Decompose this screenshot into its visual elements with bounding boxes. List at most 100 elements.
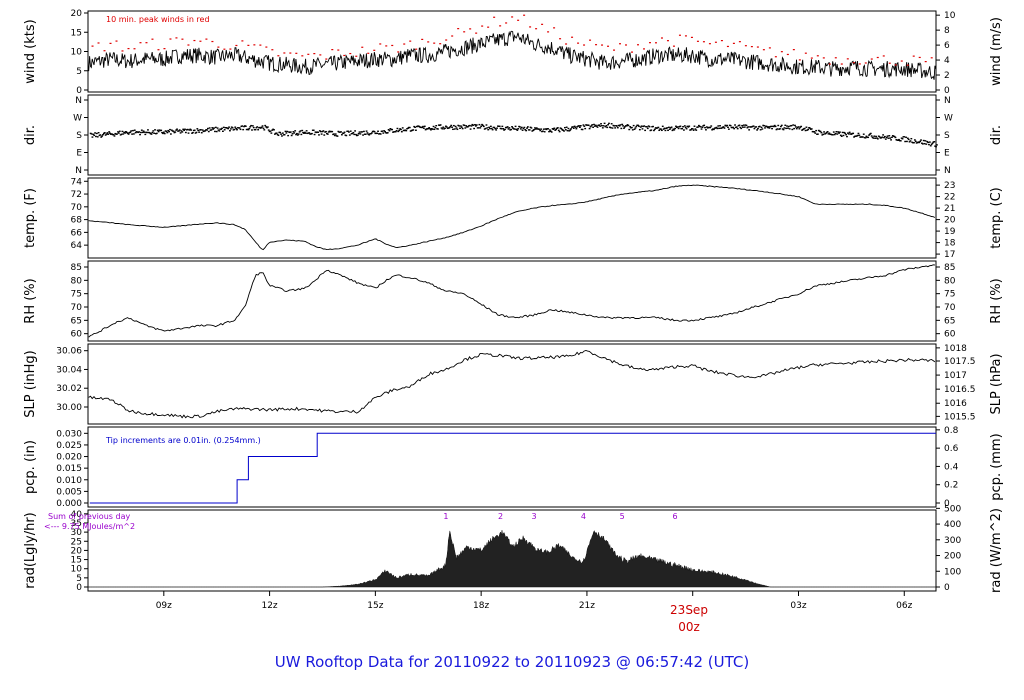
wind-peak-mark [505, 22, 508, 24]
dir-point [657, 126, 660, 129]
dir-point [560, 127, 563, 130]
wind-ylabel-left: wind (kts) [23, 19, 38, 83]
dir-point [418, 125, 421, 128]
dir-point [172, 130, 175, 132]
dir-point [358, 131, 361, 133]
dir-point [815, 129, 818, 132]
dir-point [336, 135, 339, 137]
dir-point [779, 128, 781, 130]
dir-point [325, 130, 327, 133]
wind-peak-mark [804, 52, 807, 54]
dir-point [771, 127, 773, 130]
dir-point [898, 138, 900, 141]
dir-point [345, 134, 348, 137]
dir-point [601, 127, 604, 129]
dir-point [501, 125, 504, 128]
wind-peak-mark [259, 44, 262, 46]
dir-point [474, 123, 476, 126]
wind-peak-mark [882, 55, 885, 57]
wind-peak-mark [613, 49, 616, 51]
pcp-left-tick-label: 0.005 [56, 487, 82, 497]
temp-right-tick-label: 23 [944, 181, 955, 191]
dir-point [564, 126, 566, 129]
dir-point [820, 132, 823, 134]
dir-point [361, 131, 364, 133]
dir-point [684, 126, 687, 129]
dir-point [354, 130, 357, 132]
dir-point [700, 128, 703, 130]
wind-peak-mark [391, 44, 394, 47]
wind-peak-mark [565, 43, 568, 45]
wind-peak-mark [367, 52, 370, 54]
dir-point [348, 134, 351, 136]
x-tick-label: 09z [156, 601, 172, 611]
dir-point [370, 133, 372, 135]
wind-left-tick-label: 20 [71, 9, 83, 19]
dir-point [846, 135, 848, 138]
wind-peak-mark [930, 57, 933, 59]
dir-point [389, 128, 392, 130]
dir-point [936, 144, 938, 146]
dir-point [779, 125, 782, 128]
dir-point [625, 125, 628, 127]
dir-point [459, 127, 461, 129]
dir-point [313, 133, 316, 136]
wind-peak-mark [523, 14, 526, 16]
dir-point [235, 127, 238, 130]
wind-peak-mark [355, 55, 358, 57]
dir-point [287, 134, 290, 137]
dir-point [150, 133, 153, 135]
dir-point [718, 127, 721, 130]
temp-right-tick-label: 22 [944, 193, 955, 203]
wind-peak-mark [517, 19, 520, 21]
dir-point [163, 132, 166, 135]
dir-point [667, 129, 669, 132]
wind-peak-mark [211, 40, 214, 43]
dir-point [95, 132, 98, 135]
wind-peak-mark [888, 62, 891, 64]
wind-peak-mark [469, 28, 472, 30]
dir-point [519, 128, 522, 130]
dir-point [923, 142, 926, 145]
dir-point [423, 125, 426, 128]
wind-peak-mark [343, 54, 346, 57]
dir-point [683, 125, 686, 127]
wind-peak-mark [738, 41, 741, 43]
dir-point [276, 133, 279, 136]
dir-point [690, 129, 692, 131]
dir-point [256, 126, 259, 128]
rh-left-tick-label: 85 [71, 263, 82, 273]
dir-point [822, 133, 825, 136]
dir-point [578, 125, 580, 127]
dir-point [168, 130, 171, 133]
dir-point [101, 135, 104, 137]
temp-ylabel-left: temp. (F) [23, 188, 38, 248]
dir-point [770, 125, 773, 128]
dir-point [284, 130, 287, 133]
wind-peak-mark [499, 25, 502, 27]
dir-point [791, 128, 794, 131]
dir-point [122, 133, 125, 135]
dir-point [594, 124, 597, 126]
wind-peak-mark [726, 45, 729, 48]
wind-peak-mark [283, 52, 286, 54]
temp-left-tick-label: 70 [71, 203, 83, 213]
dir-point [804, 129, 807, 132]
dir-point [412, 129, 415, 131]
dir-point [234, 126, 237, 128]
rad-right-tick-label: 200 [944, 552, 961, 562]
temp-left-tick-label: 68 [71, 216, 83, 226]
dir-point [461, 127, 464, 130]
temp-ylabel-right: temp. (C) [989, 187, 1004, 249]
dir-point [695, 129, 698, 131]
dir-point [511, 126, 513, 128]
dir-point [477, 127, 480, 129]
pcp-right-tick-label: 0.4 [944, 462, 959, 472]
wind-peak-mark [373, 49, 376, 51]
wind-peak-mark [840, 63, 843, 65]
wind-peak-mark [103, 50, 106, 52]
dir-point [201, 129, 204, 131]
dir-point [178, 129, 181, 131]
dir-right-tick-label: S [944, 131, 950, 141]
dir-point [795, 127, 798, 130]
